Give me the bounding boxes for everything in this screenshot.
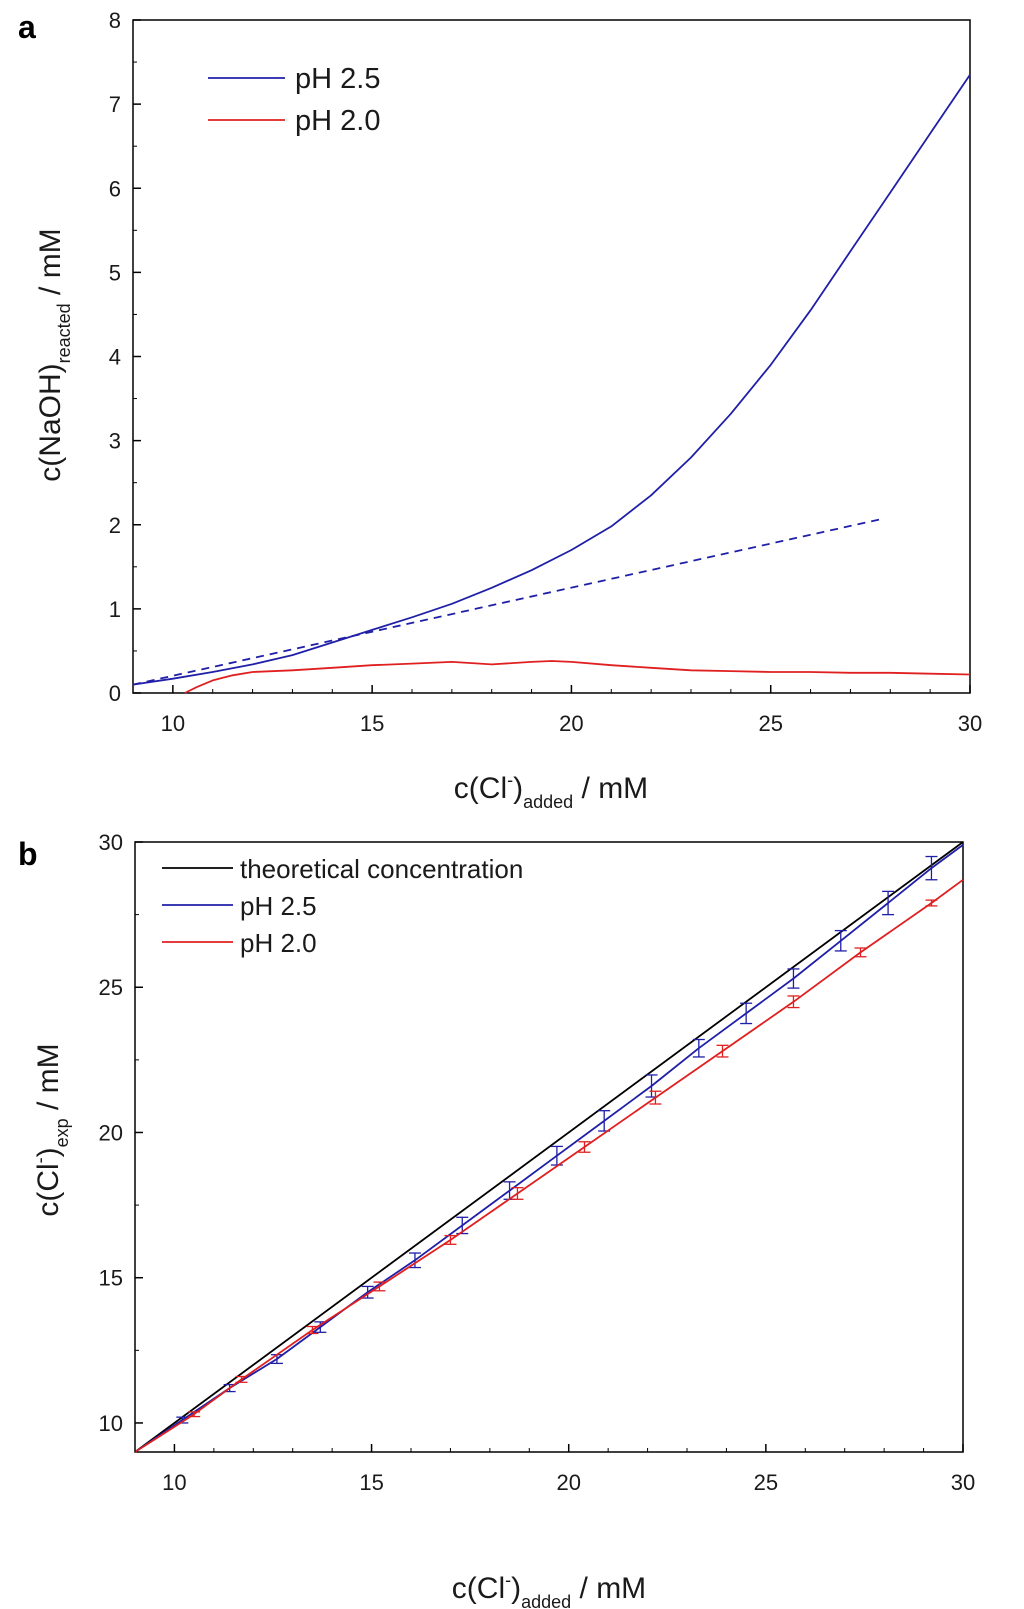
x-tick-label: 15 (359, 1470, 383, 1495)
panel-a-legend: pH 2.5 pH 2.0 (208, 63, 380, 137)
panel-b-ticks: 10 15 20 25 30 10 15 20 25 30 (99, 830, 976, 1495)
x-tick-label: 20 (556, 1470, 580, 1495)
series-line-ph-2-0 (134, 879, 964, 1453)
x-tick-label: 10 (162, 1470, 186, 1495)
legend-label: pH 2.0 (295, 105, 380, 137)
panel-b-plot-frame (134, 841, 964, 1453)
panel-a-x-axis-title: c(Cl-)added / mM (454, 770, 648, 812)
series-line-ph-2-5 (132, 74, 971, 686)
y-tick-label: 25 (99, 975, 123, 1000)
y-tick-label: 30 (99, 830, 123, 855)
series-line-theoretical-concentration (134, 841, 964, 1453)
x-tick-label: 25 (754, 1470, 778, 1495)
series-line-ph-2-5-linear-extrapolation- (132, 518, 883, 686)
panel-a-letter: a (18, 9, 36, 45)
y-tick-label: 5 (109, 260, 121, 285)
legend-label: pH 2.0 (240, 928, 317, 958)
panel-b-y-axis-title: c(Cl-)exp / mM (30, 1043, 72, 1216)
panel-a-frame (132, 19, 971, 694)
panel-b: b 10 15 20 25 30 10 15 20 25 30 theoretical conce… (18, 830, 975, 1609)
panel-a-plot-frame (132, 19, 971, 694)
x-tick-label: 30 (958, 711, 982, 736)
panel-b-legend: theoretical concentration pH 2.5 pH 2.0 (162, 854, 523, 958)
y-tick-label: 8 (109, 8, 121, 33)
y-tick-label: 1 (109, 597, 121, 622)
y-tick-label: 15 (99, 1266, 123, 1291)
y-tick-label: 2 (109, 513, 121, 538)
panel-a-series (132, 74, 971, 694)
x-tick-label: 15 (360, 711, 384, 736)
y-tick-label: 6 (109, 176, 121, 201)
x-tick-label: 30 (951, 1470, 975, 1495)
legend-label: pH 2.5 (240, 891, 317, 921)
panel-b-series (134, 841, 964, 1453)
y-tick-label: 7 (109, 92, 121, 117)
y-tick-label: 3 (109, 429, 121, 454)
y-tick-label: 10 (99, 1411, 123, 1436)
panel-a-ticks: 10 15 20 25 30 0 1 2 3 4 5 6 7 8 (109, 8, 982, 736)
y-tick-label: 4 (109, 345, 121, 370)
x-tick-label: 20 (559, 711, 583, 736)
panel-a: a 10 15 20 25 30 0 1 2 3 4 5 6 7 8 pH 2.5 pH 2.0 c(Cl-… (18, 8, 982, 812)
x-tick-label: 25 (758, 711, 782, 736)
panel-b-letter: b (18, 836, 38, 872)
x-tick-label: 10 (161, 711, 185, 736)
panel-b-x-axis-title: c(Cl-)added / mM (452, 1570, 646, 1609)
panel-b-frame (134, 841, 964, 1453)
panel-a-y-axis-title: c(NaOH)reacted / mM (34, 228, 74, 481)
y-tick-label: 20 (99, 1120, 123, 1145)
series-line-ph-2-0 (184, 660, 971, 694)
legend-label: pH 2.5 (295, 63, 380, 95)
y-tick-label: 0 (109, 681, 121, 706)
legend-label: theoretical concentration (240, 854, 523, 884)
